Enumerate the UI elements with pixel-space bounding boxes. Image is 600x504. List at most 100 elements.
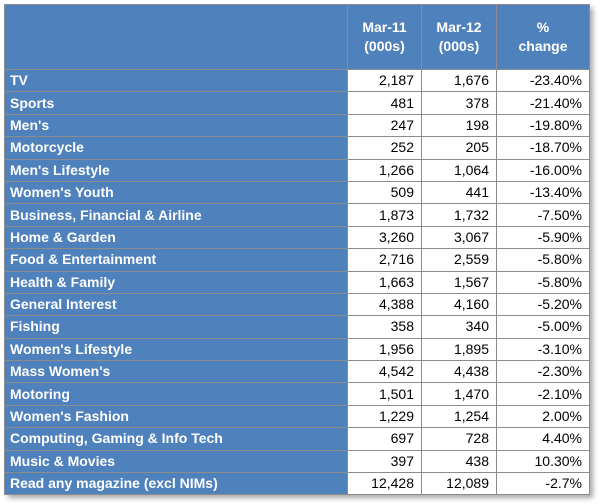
change-value-cell: -2.10% (496, 382, 590, 406)
mar12-value-cell: 340 (421, 315, 497, 339)
mar12-value-cell: 4,160 (421, 292, 497, 317)
category-cell: Read any magazine (excl NIMs) (4, 472, 348, 496)
table-row: Food & Entertainment 2,716 2,559 -5.80% (4, 248, 590, 272)
table-frame: Mar-11 (000s) Mar-12 (000s) % change TV 2… (4, 4, 590, 496)
mar11-value-cell: 358 (347, 315, 422, 339)
mar11-value-cell: 3,260 (347, 225, 422, 250)
mar11-value-cell: 509 (347, 180, 422, 205)
mar11-value-cell: 1,873 (347, 203, 422, 227)
category-cell: Computing, Gaming & Info Tech (4, 427, 348, 451)
table-row: Motorcycle 252 205 -18.70% (4, 136, 590, 160)
mar12-value-cell: 728 (421, 427, 497, 451)
table-row: Computing, Gaming & Info Tech 697 728 4.40% (4, 427, 590, 451)
change-value-cell: -5.80% (496, 270, 590, 294)
header-mar12: Mar-12 (000s) (421, 4, 497, 70)
header-mar11: Mar-11 (000s) (347, 4, 422, 70)
category-cell: Mass Women's (4, 360, 348, 384)
table-header: Mar-11 (000s) Mar-12 (000s) % change (4, 4, 590, 70)
change-value-cell: -5.90% (496, 225, 590, 250)
mar12-value-cell: 1,732 (421, 203, 497, 227)
mar12-value-cell: 1,676 (421, 68, 497, 93)
category-cell: Fishing (4, 315, 348, 339)
mar12-value-cell: 1,470 (421, 382, 497, 406)
category-cell: Home & Garden (4, 225, 348, 250)
mar11-value-cell: 4,388 (347, 292, 422, 317)
mar11-value-cell: 4,542 (347, 360, 422, 384)
mar12-value-cell: 378 (421, 91, 497, 115)
mar12-value-cell: 205 (421, 136, 497, 160)
mar12-value-cell: 198 (421, 113, 497, 138)
mar12-value-cell: 3,067 (421, 225, 497, 250)
category-cell: Women's Youth (4, 180, 348, 205)
table-row: Men's Lifestyle 1,266 1,064 -16.00% (4, 158, 590, 182)
table-row: Read any magazine (excl NIMs) 12,428 12,08… (4, 472, 590, 496)
category-cell: Women's Lifestyle (4, 337, 348, 362)
change-value-cell: -16.00% (496, 158, 590, 182)
mar11-value-cell: 1,663 (347, 270, 422, 294)
category-cell: TV (4, 68, 348, 93)
mar11-value-cell: 397 (347, 449, 422, 474)
change-value-cell: -5.80% (496, 248, 590, 272)
mar11-value-cell: 2,187 (347, 68, 422, 93)
table-row: Health & Family 1,663 1,567 -5.80% (4, 270, 590, 294)
change-value-cell: -5.20% (496, 292, 590, 317)
mar12-value-cell: 1,254 (421, 404, 497, 429)
change-value-cell: -18.70% (496, 136, 590, 160)
change-value-cell: -21.40% (496, 91, 590, 115)
table-row: Home & Garden 3,260 3,067 -5.90% (4, 225, 590, 250)
header-change-line2: change (518, 38, 568, 54)
category-cell: Men's Lifestyle (4, 158, 348, 182)
category-cell: Food & Entertainment (4, 248, 348, 272)
mar11-value-cell: 12,428 (347, 472, 422, 496)
header-mar12-line1: Mar-12 (436, 19, 482, 35)
table-row: Men's 247 198 -19.80% (4, 113, 590, 138)
mar11-value-cell: 1,229 (347, 404, 422, 429)
table-body: TV 2,187 1,676 -23.40% Sports 481 378 -21.40% Me… (4, 68, 590, 496)
change-value-cell: -2.7% (496, 472, 590, 496)
header-category (4, 4, 348, 70)
category-cell: Women's Fashion (4, 404, 348, 429)
category-cell: Men's (4, 113, 348, 138)
mar12-value-cell: 1,064 (421, 158, 497, 182)
mar11-value-cell: 1,266 (347, 158, 422, 182)
mar12-value-cell: 12,089 (421, 472, 497, 496)
mar11-value-cell: 2,716 (347, 248, 422, 272)
change-value-cell: 10.30% (496, 449, 590, 474)
change-value-cell: -2.30% (496, 360, 590, 384)
category-cell: Business, Financial & Airline (4, 203, 348, 227)
mar11-value-cell: 697 (347, 427, 422, 451)
table-row: Business, Financial & Airline 1,873 1,732-… (4, 203, 590, 227)
mar12-value-cell: 438 (421, 449, 497, 474)
mar12-value-cell: 4,438 (421, 360, 497, 384)
table-row: Women's Fashion 1,229 1,254 2.00% (4, 404, 590, 429)
magazine-readership-table: Mar-11 (000s) Mar-12 (000s) % change TV 2… (4, 4, 590, 496)
table-row: Women's Lifestyle 1,956 1,895 -3.10% (4, 337, 590, 362)
header-mar12-line2: (000s) (438, 38, 480, 54)
mar12-value-cell: 1,895 (421, 337, 497, 362)
category-cell: General Interest (4, 292, 348, 317)
table-row: Women's Youth 509 441 -13.40% (4, 180, 590, 205)
change-value-cell: -19.80% (496, 113, 590, 138)
change-value-cell: -13.40% (496, 180, 590, 205)
change-value-cell: -3.10% (496, 337, 590, 362)
category-cell: Motoring (4, 382, 348, 406)
category-cell: Sports (4, 91, 348, 115)
mar11-value-cell: 247 (347, 113, 422, 138)
header-row: Mar-11 (000s) Mar-12 (000s) % change (4, 4, 590, 70)
mar11-value-cell: 481 (347, 91, 422, 115)
table-row: Fishing 358 340 -5.00% (4, 315, 590, 339)
category-cell: Music & Movies (4, 449, 348, 474)
category-cell: Health & Family (4, 270, 348, 294)
mar12-value-cell: 2,559 (421, 248, 497, 272)
header-change: % change (496, 4, 590, 70)
table-row: Sports 481 378 -21.40% (4, 91, 590, 115)
mar12-value-cell: 441 (421, 180, 497, 205)
header-mar11-line2: (000s) (364, 38, 405, 54)
category-cell: Motorcycle (4, 136, 348, 160)
change-value-cell: -5.00% (496, 315, 590, 339)
table-row: Motoring 1,501 1,470 -2.10% (4, 382, 590, 406)
mar11-value-cell: 252 (347, 136, 422, 160)
table-row: General Interest 4,388 4,160 -5.20% (4, 292, 590, 317)
change-value-cell: 4.40% (496, 427, 590, 451)
mar11-value-cell: 1,956 (347, 337, 422, 362)
